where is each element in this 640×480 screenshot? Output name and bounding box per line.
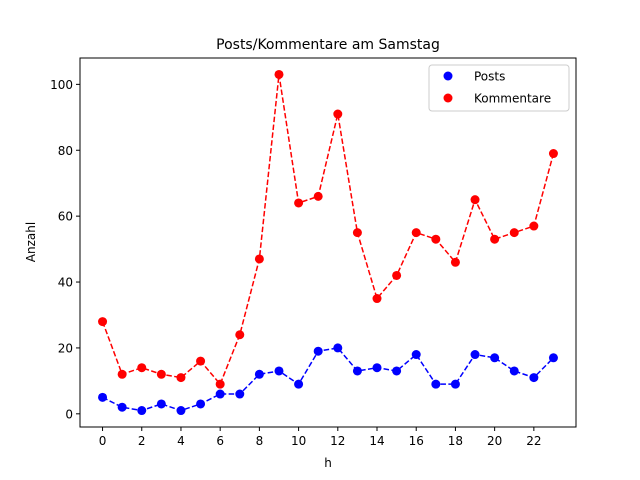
- data-point-posts: [450, 379, 460, 389]
- data-point-kommentare: [490, 234, 500, 244]
- y-tick-label: 0: [65, 407, 73, 421]
- x-tick-label: 20: [487, 434, 502, 448]
- data-point-kommentare: [215, 379, 225, 389]
- data-point-kommentare: [313, 191, 323, 201]
- x-tick-label: 14: [369, 434, 384, 448]
- data-point-kommentare: [352, 228, 362, 238]
- data-point-posts: [294, 379, 304, 389]
- data-point-posts: [529, 373, 539, 383]
- y-tick-label: 100: [50, 78, 73, 92]
- y-tick-label: 60: [58, 210, 73, 224]
- series-line-posts: [102, 347, 554, 412]
- data-point-posts: [411, 350, 421, 360]
- data-point-kommentare: [196, 356, 206, 366]
- x-tick-label: 16: [409, 434, 424, 448]
- legend-label-posts: Posts: [474, 70, 505, 84]
- data-point-kommentare: [274, 69, 284, 79]
- data-point-kommentare: [372, 294, 382, 304]
- data-point-kommentare: [254, 254, 264, 264]
- data-point-posts: [176, 406, 186, 416]
- data-point-kommentare: [450, 257, 460, 267]
- legend-marker-posts: [443, 71, 453, 81]
- plot-frame: [79, 57, 577, 428]
- y-tick-label: 20: [58, 341, 73, 355]
- y-tick-label: 40: [58, 276, 73, 290]
- data-point-posts: [235, 389, 245, 399]
- y-tick-label: 80: [58, 144, 73, 158]
- data-point-posts: [98, 392, 108, 402]
- data-point-posts: [392, 366, 402, 376]
- data-point-posts: [333, 343, 343, 353]
- x-tick-label: 12: [330, 434, 345, 448]
- data-point-posts: [490, 353, 500, 363]
- data-point-posts: [352, 366, 362, 376]
- x-tick-label: 8: [256, 434, 264, 448]
- data-point-posts: [156, 399, 166, 409]
- x-tick-label: 22: [526, 434, 541, 448]
- data-point-kommentare: [411, 228, 421, 238]
- legend-items: Posts Kommentare: [443, 70, 551, 106]
- x-tick-label: 4: [177, 434, 185, 448]
- data-point-posts: [548, 353, 558, 363]
- data-point-kommentare: [548, 149, 558, 159]
- data-point-kommentare: [333, 109, 343, 119]
- data-point-kommentare: [294, 198, 304, 208]
- data-point-kommentare: [431, 234, 441, 244]
- data-point-posts: [274, 366, 284, 376]
- data-point-kommentare: [392, 270, 402, 280]
- data-point-kommentare: [156, 369, 166, 379]
- x-tick-label: 2: [138, 434, 146, 448]
- data-point-kommentare: [176, 373, 186, 383]
- data-point-kommentare: [137, 363, 147, 373]
- legend-box: [428, 64, 570, 112]
- data-point-posts: [254, 369, 264, 379]
- x-tick-label: 10: [291, 434, 306, 448]
- data-point-kommentare: [509, 228, 519, 238]
- chart-title: Posts/Kommentare am Samstag: [216, 37, 440, 53]
- data-point-posts: [137, 406, 147, 416]
- ticks-layer: 0 2 4 6 8 10 12 14 16 18 20 22 0 20 40 60 80 100: [50, 78, 541, 448]
- data-point-posts: [196, 399, 206, 409]
- data-point-posts: [117, 402, 127, 412]
- data-point-kommentare: [529, 221, 539, 231]
- legend: Posts Kommentare: [428, 64, 570, 112]
- x-tick-label: 18: [448, 434, 463, 448]
- data-point-posts: [372, 363, 382, 373]
- data-point-kommentare: [117, 369, 127, 379]
- data-point-posts: [215, 389, 225, 399]
- data-point-posts: [313, 346, 323, 356]
- legend-label-kommentare: Kommentare: [474, 92, 551, 106]
- x-tick-label: 6: [216, 434, 224, 448]
- data-point-kommentare: [235, 330, 245, 340]
- data-point-posts: [431, 379, 441, 389]
- x-axis-label: h: [324, 456, 332, 470]
- plot-layer: [98, 69, 558, 416]
- legend-marker-kommentare: [443, 93, 453, 103]
- x-tick-label: 0: [99, 434, 107, 448]
- data-point-posts: [509, 366, 519, 376]
- data-point-kommentare: [470, 195, 480, 205]
- data-point-posts: [470, 350, 480, 360]
- series-line-kommentare: [101, 74, 555, 386]
- y-axis-label: Anzahl: [24, 222, 38, 262]
- data-point-kommentare: [98, 317, 108, 327]
